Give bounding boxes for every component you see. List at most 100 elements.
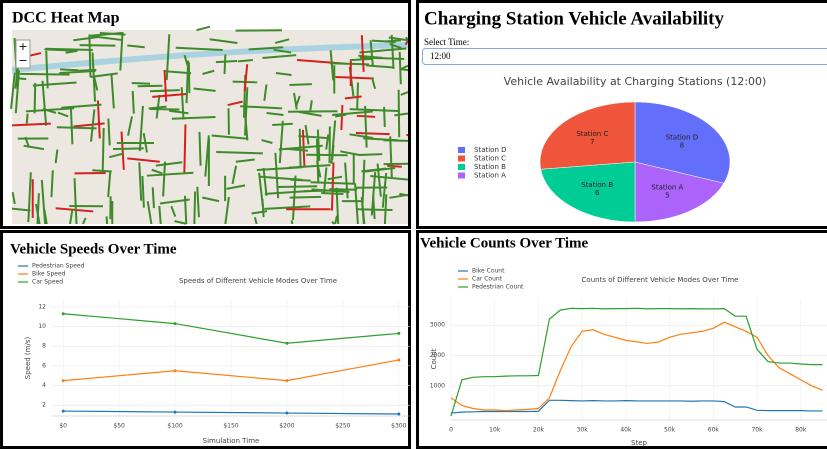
x-tick-label: 30k <box>577 427 589 434</box>
street <box>401 69 408 70</box>
y-tick-label: 10 <box>38 323 46 330</box>
chart-title: Counts of Different Vehicle Modes Over T… <box>582 276 739 284</box>
dashboard: DCC Heat Map + − Charging Station Vehicl… <box>0 0 827 449</box>
select-label: Select Time: <box>424 37 469 47</box>
street <box>51 170 52 197</box>
data-point <box>285 412 288 415</box>
street <box>350 59 372 60</box>
panel-title: Vehicle Counts Over Time <box>420 235 589 251</box>
street <box>225 54 226 74</box>
data-point <box>62 312 65 315</box>
y-tick-label: 1000 <box>430 382 445 389</box>
street <box>27 114 28 124</box>
street <box>292 220 293 224</box>
legend-swatch <box>458 147 465 153</box>
street <box>356 133 390 134</box>
street <box>159 206 160 224</box>
street <box>216 152 263 153</box>
x-tick-label: 60k <box>708 427 720 434</box>
x-tick-label: 50k <box>664 427 676 434</box>
street <box>199 132 200 166</box>
legend-label: Station C <box>474 155 506 163</box>
street <box>238 60 253 61</box>
street <box>387 166 402 167</box>
data-point <box>397 413 400 416</box>
slice-value: 7 <box>590 138 594 146</box>
street <box>133 91 134 114</box>
street <box>272 124 293 125</box>
legend-label: Station B <box>474 163 506 171</box>
legend-label: Bike Speed <box>32 271 66 278</box>
street <box>357 209 393 210</box>
slice-label: Station A <box>651 184 683 192</box>
x-tick-label: 20k <box>533 427 545 434</box>
street <box>358 154 382 155</box>
legend-label: Car Count <box>472 276 503 283</box>
chart-title: Vehicle Availability at Charging Station… <box>504 75 767 88</box>
street <box>400 52 401 84</box>
page: {"panels": {"map_title": "DCC Heat Map",… <box>0 0 827 449</box>
x-tick-label: $250 <box>335 423 350 430</box>
panel-title: Vehicle Speeds Over Time <box>10 241 177 257</box>
x-tick-label: $0 <box>59 423 67 430</box>
street <box>341 105 342 130</box>
x-tick-label: $50 <box>113 423 125 430</box>
street <box>108 119 109 146</box>
slice-label: Station B <box>581 181 613 189</box>
select-value[interactable]: 12:00 <box>430 51 451 61</box>
legend-label: Car Speed <box>32 279 63 286</box>
x-tick-label: 10k <box>489 427 501 434</box>
time-select[interactable] <box>423 49 827 65</box>
street <box>290 84 312 85</box>
legend-swatch <box>458 164 465 170</box>
x-tick-label: $150 <box>223 423 238 430</box>
street <box>194 191 195 224</box>
street <box>113 148 144 149</box>
street <box>384 140 408 141</box>
slice-value: 8 <box>680 142 684 150</box>
street <box>78 70 96 71</box>
x-tick-label: $100 <box>167 423 182 430</box>
x-tick-label: 0 <box>449 427 453 434</box>
panel-title: Charging Station Vehicle Availability <box>424 8 724 29</box>
x-tick-label: 80k <box>795 427 807 434</box>
slice-value: 6 <box>595 189 600 197</box>
legend-label: Bike Count <box>472 268 505 275</box>
y-tick-label: 4 <box>42 382 46 389</box>
slice-value: 5 <box>665 192 669 200</box>
data-point <box>285 342 288 345</box>
zoom-out[interactable]: − <box>18 54 27 67</box>
x-tick-label: $200 <box>279 423 294 430</box>
street <box>107 216 108 224</box>
series-line <box>451 322 823 410</box>
street <box>57 127 97 128</box>
x-tick-label: $300 <box>391 423 406 430</box>
street <box>290 197 321 198</box>
legend-swatch <box>458 156 465 162</box>
street <box>306 155 348 156</box>
y-tick-label: 2 <box>42 402 46 409</box>
street <box>384 40 401 41</box>
data-point <box>174 411 177 414</box>
slice-label: Station D <box>666 134 699 142</box>
street <box>153 187 154 208</box>
y-tick-label: 3000 <box>430 322 445 329</box>
data-point <box>285 379 288 382</box>
x-tick-label: 70k <box>751 427 763 434</box>
series-line <box>451 308 823 416</box>
data-point <box>174 322 177 325</box>
street <box>60 69 78 70</box>
y-tick-label: 8 <box>42 343 46 350</box>
data-point <box>174 369 177 372</box>
legend-label: Station D <box>474 146 507 154</box>
street <box>103 128 104 173</box>
legend-swatch <box>458 173 465 179</box>
street <box>216 61 237 62</box>
zoom-in[interactable]: + <box>18 40 27 53</box>
chart-title: Speeds of Different Vehicle Modes Over T… <box>179 277 337 285</box>
legend-label: Pedestrian Count <box>472 284 524 291</box>
street <box>132 83 150 84</box>
data-point <box>397 332 400 335</box>
street <box>300 129 301 167</box>
y-tick-label: 6 <box>42 362 46 369</box>
